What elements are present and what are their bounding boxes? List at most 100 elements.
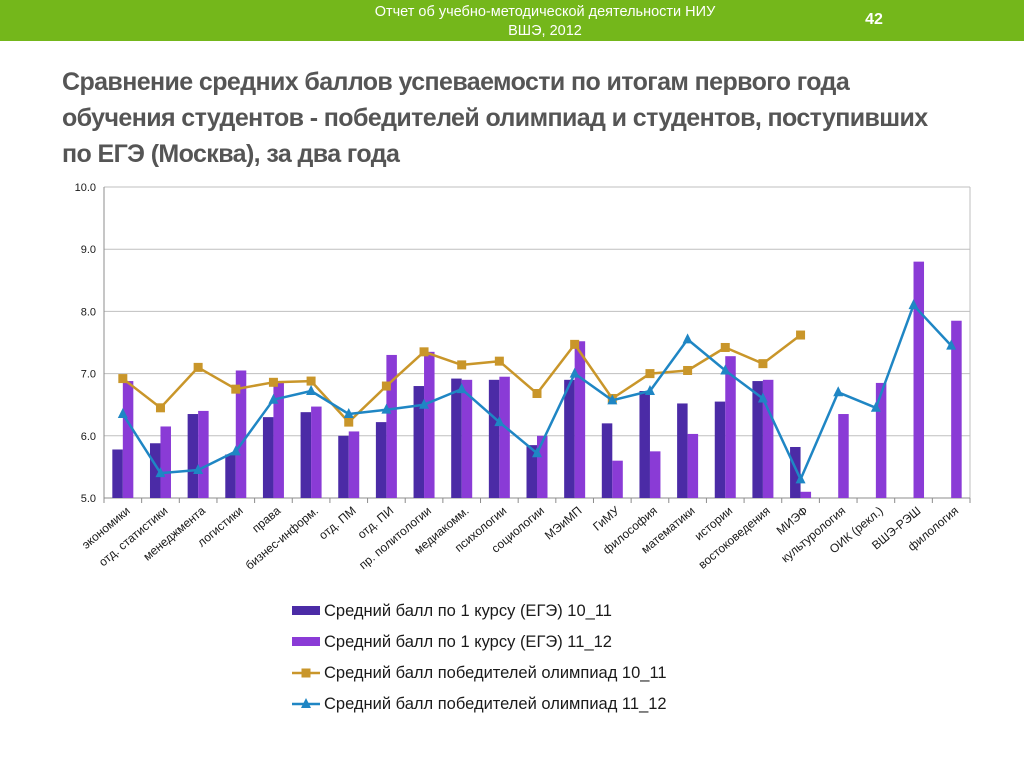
- point-series-4: [117, 408, 128, 419]
- bar-series-2: [800, 491, 812, 498]
- legend-item-4: Средний балл победителей олимпиад 11_12: [290, 693, 770, 724]
- point-series-4: [193, 464, 204, 475]
- legend-item-3: Средний балл победителей олимпиад 10_11: [290, 662, 770, 693]
- bar-series-1: [714, 401, 726, 498]
- point-series-4: [870, 401, 881, 412]
- bar-series-1: [225, 454, 236, 498]
- y-tick-label: 9.0: [81, 244, 96, 256]
- legend-bar-swatch-2: [292, 637, 320, 646]
- bar-series-2: [198, 410, 209, 498]
- bar-series-2: [499, 376, 510, 498]
- point-series-3: [758, 359, 768, 369]
- point-series-4: [494, 416, 505, 427]
- point-series-4: [569, 367, 580, 378]
- bar-series-1: [526, 445, 537, 498]
- bar-series-1: [262, 417, 274, 498]
- point-series-3: [570, 339, 580, 349]
- bar-series-1: [488, 379, 500, 498]
- x-tick-label: МЭиМП: [542, 504, 585, 543]
- point-series-4: [456, 383, 467, 394]
- bar-series-2: [725, 356, 736, 498]
- bar-series-1: [451, 378, 462, 498]
- bar-series-2: [612, 460, 623, 498]
- point-series-4: [230, 445, 241, 456]
- y-tick-label: 5.0: [81, 493, 96, 505]
- bar-series-2: [951, 320, 962, 498]
- point-series-3: [720, 342, 730, 352]
- point-series-3: [344, 417, 354, 427]
- x-tick-label: отд. ПМ: [316, 504, 359, 543]
- point-series-4: [908, 299, 919, 310]
- point-series-4: [343, 408, 354, 419]
- point-series-3: [118, 374, 128, 384]
- bar-series-2: [461, 379, 473, 498]
- point-series-3: [683, 365, 693, 375]
- point-series-4: [381, 403, 392, 414]
- point-series-3: [155, 403, 165, 413]
- bar-series-1: [639, 391, 650, 498]
- y-tick-label: 8.0: [81, 306, 96, 318]
- point-series-3: [268, 377, 278, 387]
- legend-bar-swatch-1: [292, 606, 320, 615]
- point-series-4: [419, 398, 430, 409]
- header-bar: Отчет об учебно-методической деятельност…: [0, 0, 1024, 41]
- legend-label-4: Средний балл победителей олимпиад 11_12: [324, 695, 667, 713]
- bar-series-2: [537, 435, 548, 498]
- point-series-3: [494, 356, 504, 366]
- bar-series-2: [687, 433, 699, 498]
- bar-series-1: [375, 422, 387, 498]
- y-tick-label: 10.0: [75, 182, 96, 194]
- point-series-4: [682, 333, 693, 344]
- bar-series-2: [160, 426, 171, 498]
- y-tick-label: 6.0: [81, 431, 96, 443]
- bar-series-2: [875, 382, 887, 498]
- legend-label-1: Средний балл по 1 курсу (ЕГЭ) 10_11: [324, 602, 612, 620]
- point-series-3: [419, 347, 429, 357]
- x-tick-label: ГиМУ: [590, 503, 622, 533]
- point-series-4: [720, 364, 731, 375]
- point-series-4: [268, 393, 279, 404]
- bar-series-2: [273, 381, 284, 498]
- point-series-3: [532, 389, 542, 399]
- bar-series-2: [424, 351, 435, 498]
- legend-label-2: Средний балл по 1 курсу (ЕГЭ) 11_12: [324, 633, 612, 651]
- bar-series-1: [601, 423, 613, 498]
- point-series-4: [644, 385, 655, 396]
- point-series-3: [193, 362, 203, 372]
- bar-series-1: [790, 446, 801, 498]
- bar-series-1: [413, 386, 425, 498]
- slide-title: Сравнение средних баллов успеваемости по…: [62, 68, 928, 168]
- point-series-4: [946, 339, 957, 350]
- point-series-4: [306, 385, 317, 396]
- bar-series-2: [122, 381, 134, 498]
- point-series-3: [645, 369, 655, 379]
- bar-series-1: [149, 443, 161, 498]
- page-number: 42: [865, 11, 883, 28]
- bar-series-2: [235, 370, 247, 498]
- bar-series-1: [187, 414, 199, 498]
- legend-line-square-3: [292, 668, 320, 678]
- point-series-3: [306, 376, 316, 386]
- y-tick-label: 7.0: [81, 369, 96, 381]
- bar-series-1: [752, 381, 763, 498]
- bar-series-1: [677, 403, 688, 498]
- point-series-4: [532, 447, 542, 458]
- legend-label-3: Средний балл победителей олимпиад 10_11: [324, 664, 667, 682]
- legend-line-triangle-4: [292, 698, 320, 708]
- report-title: Отчет об учебно-методической деятельност…: [374, 4, 716, 39]
- bar-series-2: [838, 414, 849, 498]
- point-series-3: [796, 330, 806, 340]
- point-series-3: [457, 360, 467, 370]
- bar-series-1: [300, 412, 312, 498]
- bar-series-1: [338, 435, 349, 498]
- bar-series-2: [762, 379, 774, 498]
- point-series-4: [833, 386, 844, 397]
- x-tick-label: культурология: [778, 504, 848, 566]
- bar-series-2: [649, 451, 661, 498]
- point-series-3: [381, 381, 391, 391]
- chart-legend: Средний балл по 1 курсу (ЕГЭ) 10_11 Сред…: [290, 600, 770, 724]
- bar-series-2: [574, 341, 586, 498]
- bar-series-2: [348, 431, 360, 498]
- bar-series-2: [913, 261, 925, 498]
